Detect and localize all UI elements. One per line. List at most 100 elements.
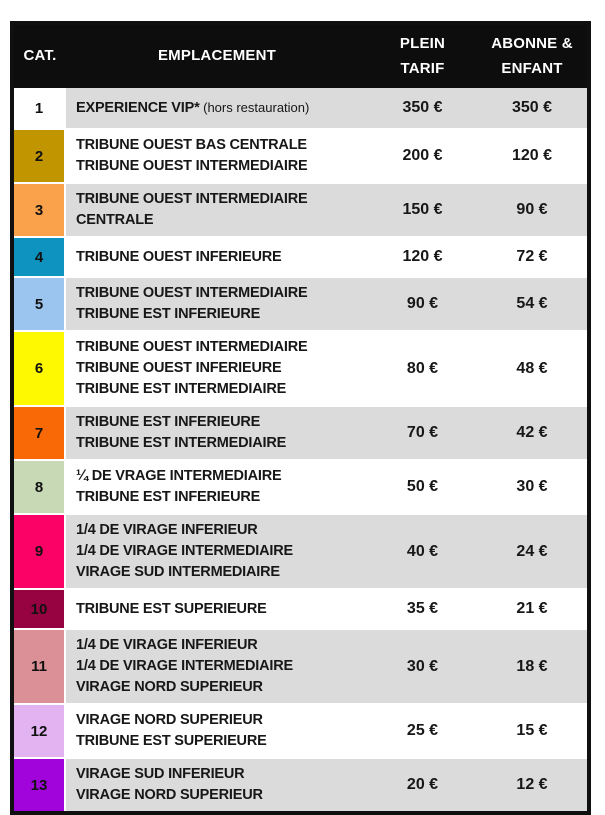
category-number: 12	[30, 722, 48, 740]
subscriber-price: 350 €	[511, 99, 553, 116]
table-row: 12 VIRAGE NORD SUPERIEUR TRIBUNE EST SUPE…	[14, 703, 587, 757]
location-line: TRIBUNE EST INFERIEURE	[76, 489, 261, 505]
table-row: 7 TRIBUNE EST INFERIEURE TRIBUNE EST INTE…	[14, 405, 587, 459]
header-full-price-line1: PLEIN	[399, 34, 446, 52]
subscriber-price: 15 €	[516, 722, 548, 739]
table-row: 13 VIRAGE SUD INFERIEUR VIRAGE NORD SUPER…	[14, 757, 587, 811]
category-badge: 1	[14, 88, 66, 128]
table-row: 3 TRIBUNE OUEST INTERMEDIAIRE CENTRALE 15…	[14, 182, 587, 236]
location-line: VIRAGE NORD SUPERIEUR	[76, 679, 263, 695]
category-number: 13	[30, 776, 48, 794]
location-line: VIRAGE NORD SUPERIEUR	[76, 712, 263, 728]
full-price: 350 €	[402, 99, 443, 116]
subscriber-price: 21 €	[516, 600, 548, 617]
subscriber-price: 24 €	[516, 542, 548, 560]
location-line: TRIBUNE OUEST INTERMEDIAIRE	[76, 158, 308, 174]
location-cell: TRIBUNE OUEST INFERIEURE	[66, 238, 368, 276]
table-row: 5 TRIBUNE OUEST INTERMEDIAIRE TRIBUNE EST…	[14, 276, 587, 330]
category-badge: 8	[14, 461, 66, 513]
category-badge: 2	[14, 130, 66, 182]
location-line: TRIBUNE EST SUPERIEURE	[76, 733, 267, 749]
location-line: ¼ DE VRAGE INTERMEDIAIRE	[76, 468, 282, 484]
location-line: CENTRALE	[76, 212, 154, 228]
header-full-price-line2: TARIF	[400, 59, 445, 77]
location-cell: VIRAGE SUD INFERIEUR VIRAGE NORD SUPERIEU…	[66, 759, 368, 811]
location-cell: TRIBUNE EST SUPERIEURE	[66, 590, 368, 628]
category-badge: 11	[14, 630, 66, 703]
table-row: 1 EXPERIENCE VIP* (hors restauration) 35…	[14, 88, 587, 128]
location-cell: 1/4 DE VIRAGE INFERIEUR 1/4 DE VIRAGE INT…	[66, 630, 368, 703]
subscriber-price: 90 €	[516, 201, 548, 218]
header-subscriber-line2: ENFANT	[501, 59, 563, 77]
category-badge: 12	[14, 705, 66, 757]
table-header: CAT. EMPLACEMENT PLEIN TARIF ABONNE & EN…	[14, 25, 587, 88]
location-line: TRIBUNE EST INFERIEURE	[76, 414, 261, 430]
location-cell: VIRAGE NORD SUPERIEUR TRIBUNE EST SUPERIE…	[66, 705, 368, 757]
full-price: 25 €	[406, 722, 439, 739]
location-cell: TRIBUNE OUEST INTERMEDIAIRE TRIBUNE EST I…	[66, 278, 368, 330]
location-note: (hors restauration)	[199, 100, 310, 115]
category-number: 1	[34, 99, 44, 117]
location-cell: TRIBUNE EST INFERIEURE TRIBUNE EST INTERM…	[66, 407, 368, 459]
category-badge: 5	[14, 278, 66, 330]
table-row: 6 TRIBUNE OUEST INTERMEDIAIRE TRIBUNE OUE…	[14, 330, 587, 405]
table-row: 10 TRIBUNE EST SUPERIEURE 35 € 21 €	[14, 588, 587, 628]
subscriber-price: 42 €	[516, 424, 548, 441]
full-price: 80 €	[406, 359, 439, 377]
location-cell: TRIBUNE OUEST INTERMEDIAIRE CENTRALE	[66, 184, 368, 236]
category-number: 10	[30, 600, 48, 618]
category-number: 6	[34, 360, 44, 377]
location-cell: TRIBUNE OUEST INTERMEDIAIRE TRIBUNE OUEST…	[66, 332, 368, 405]
location-line: VIRAGE SUD INFERIEUR	[76, 766, 245, 782]
location-line: TRIBUNE OUEST INTERMEDIAIRE	[76, 191, 308, 207]
location-cell: ¼ DE VRAGE INTERMEDIAIRE TRIBUNE EST INFE…	[66, 461, 368, 513]
subscriber-price: 48 €	[516, 359, 548, 377]
location-line: 1/4 DE VIRAGE INTERMEDIAIRE	[76, 658, 293, 674]
category-badge: 9	[14, 515, 66, 588]
full-price: 20 €	[406, 776, 439, 793]
location-line: TRIBUNE EST INTERMEDIAIRE	[76, 381, 287, 397]
category-number: 8	[34, 478, 44, 496]
full-price: 200 €	[402, 147, 443, 164]
header-subscriber-line1: ABONNE &	[491, 34, 573, 52]
category-number: 4	[34, 248, 44, 266]
category-badge: 6	[14, 332, 66, 405]
location-line: TRIBUNE EST SUPERIEURE	[76, 600, 267, 617]
header-full-price: PLEIN TARIF	[368, 32, 477, 82]
location-line: 1/4 DE VIRAGE INFERIEUR	[76, 522, 258, 538]
subscriber-price: 72 €	[516, 248, 548, 265]
location-line: TRIBUNE OUEST INTERMEDIAIRE	[76, 285, 308, 301]
category-number: 7	[34, 424, 44, 442]
category-number: 5	[34, 295, 44, 313]
location-line: TRIBUNE EST INTERMEDIAIRE	[76, 435, 287, 451]
full-price: 90 €	[406, 295, 439, 312]
table-row: 4 TRIBUNE OUEST INFERIEURE 120 € 72 €	[14, 236, 587, 276]
subscriber-price: 18 €	[516, 657, 548, 675]
category-number: 11	[31, 658, 47, 675]
table-row: 2 TRIBUNE OUEST BAS CENTRALE TRIBUNE OUES…	[14, 128, 587, 182]
category-badge: 3	[14, 184, 66, 236]
location-cell: EXPERIENCE VIP* (hors restauration)	[66, 88, 368, 128]
location-line: TRIBUNE EST INFERIEURE	[76, 306, 261, 322]
location-line: 1/4 DE VIRAGE INTERMEDIAIRE	[76, 543, 293, 559]
header-location: EMPLACEMENT	[157, 47, 277, 65]
location-cell: TRIBUNE OUEST BAS CENTRALE TRIBUNE OUEST …	[66, 130, 368, 182]
category-badge: 13	[14, 759, 66, 811]
location-line: EXPERIENCE VIP* (hors restauration)	[76, 100, 310, 116]
full-price: 120 €	[402, 248, 443, 265]
location-line: TRIBUNE OUEST INTERMEDIAIRE	[76, 339, 308, 355]
full-price: 35 €	[406, 600, 439, 617]
table-body: 1 EXPERIENCE VIP* (hors restauration) 35…	[14, 88, 587, 811]
full-price: 70 €	[406, 424, 439, 441]
category-number: 3	[34, 201, 44, 219]
location-line: TRIBUNE OUEST BAS CENTRALE	[76, 137, 307, 153]
header-category: CAT.	[23, 47, 57, 65]
table-row: 8 ¼ DE VRAGE INTERMEDIAIRE TRIBUNE EST IN…	[14, 459, 587, 513]
full-price: 30 €	[406, 657, 439, 675]
subscriber-price: 54 €	[516, 295, 548, 312]
table-row: 11 1/4 DE VIRAGE INFERIEUR 1/4 DE VIRAGE …	[14, 628, 587, 703]
location-cell: 1/4 DE VIRAGE INFERIEUR 1/4 DE VIRAGE INT…	[66, 515, 368, 588]
table-row: 9 1/4 DE VIRAGE INFERIEUR 1/4 DE VIRAGE I…	[14, 513, 587, 588]
category-number: 2	[34, 147, 44, 165]
subscriber-price: 120 €	[511, 147, 553, 164]
